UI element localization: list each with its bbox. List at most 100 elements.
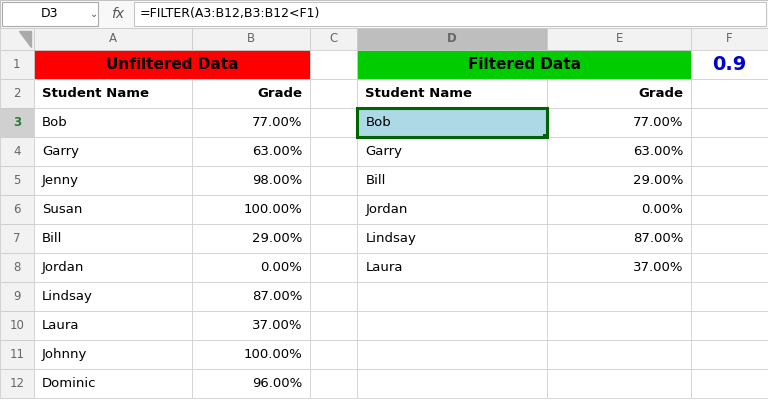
Text: 12: 12: [9, 377, 25, 390]
Bar: [691, 166, 768, 195]
Bar: [0, 50, 34, 79]
Text: Unfiltered Data: Unfiltered Data: [106, 57, 238, 72]
Bar: [0, 282, 34, 311]
Bar: [34, 340, 192, 369]
Bar: [547, 108, 691, 137]
Text: 2: 2: [13, 87, 21, 100]
Text: Student Name: Student Name: [41, 87, 149, 100]
Bar: [547, 79, 691, 108]
Bar: [34, 137, 192, 166]
Bar: [547, 311, 691, 340]
Bar: [0, 340, 34, 369]
Bar: [192, 369, 310, 398]
Bar: [547, 28, 691, 50]
Text: 87.00%: 87.00%: [633, 232, 684, 245]
Bar: [192, 340, 310, 369]
Bar: [547, 79, 691, 108]
Text: D3: D3: [41, 7, 58, 21]
Bar: [357, 28, 547, 50]
Text: Bob: Bob: [366, 116, 391, 129]
Bar: [0, 166, 34, 195]
Bar: [310, 50, 357, 79]
Bar: [357, 166, 547, 195]
Bar: [192, 253, 310, 282]
Text: 37.00%: 37.00%: [252, 319, 302, 332]
Text: Laura: Laura: [41, 319, 79, 332]
Text: Bill: Bill: [41, 232, 62, 245]
Bar: [0, 253, 34, 282]
Bar: [192, 79, 310, 108]
Bar: [34, 137, 192, 166]
Text: 5: 5: [13, 174, 21, 187]
Bar: [691, 282, 768, 311]
Bar: [310, 369, 357, 398]
Bar: [34, 50, 310, 79]
Bar: [357, 369, 547, 398]
Text: =FILTER(A3:B12,B3:B12<F1): =FILTER(A3:B12,B3:B12<F1): [140, 7, 320, 21]
Bar: [192, 224, 310, 253]
Bar: [192, 311, 310, 340]
Bar: [547, 166, 691, 195]
Bar: [691, 28, 768, 50]
Text: Lindsay: Lindsay: [41, 290, 93, 303]
Text: Grade: Grade: [257, 87, 302, 100]
Bar: [310, 340, 357, 369]
Bar: [34, 79, 192, 108]
Bar: [192, 195, 310, 224]
Bar: [192, 137, 310, 166]
Text: 29.00%: 29.00%: [633, 174, 684, 187]
Text: 0.00%: 0.00%: [641, 203, 684, 216]
Bar: [0, 79, 34, 108]
Bar: [310, 28, 357, 50]
Bar: [34, 166, 192, 195]
Bar: [192, 311, 310, 340]
Text: 100.00%: 100.00%: [243, 348, 302, 361]
Text: 10: 10: [9, 319, 25, 332]
Bar: [547, 253, 691, 282]
Bar: [192, 166, 310, 195]
Text: 9: 9: [13, 290, 21, 303]
Bar: [310, 79, 357, 108]
Bar: [357, 253, 547, 282]
Bar: [691, 108, 768, 137]
Bar: [691, 50, 768, 79]
Bar: [2, 2, 98, 26]
Bar: [357, 108, 547, 137]
Text: 87.00%: 87.00%: [252, 290, 302, 303]
Text: ⌄: ⌄: [90, 9, 98, 19]
Bar: [691, 253, 768, 282]
Text: Dominic: Dominic: [41, 377, 96, 390]
Bar: [34, 28, 192, 50]
Bar: [357, 166, 547, 195]
Bar: [34, 50, 192, 79]
Bar: [547, 166, 691, 195]
Bar: [0, 369, 34, 398]
Bar: [691, 369, 768, 398]
Bar: [547, 195, 691, 224]
Text: Bill: Bill: [366, 174, 386, 187]
Bar: [192, 166, 310, 195]
Text: Jordan: Jordan: [41, 261, 84, 274]
Bar: [34, 369, 192, 398]
Text: 37.00%: 37.00%: [633, 261, 684, 274]
Text: Garry: Garry: [41, 145, 79, 158]
Bar: [192, 224, 310, 253]
Bar: [310, 166, 357, 195]
Bar: [192, 282, 310, 311]
Bar: [544, 134, 548, 139]
Bar: [310, 224, 357, 253]
Bar: [357, 224, 547, 253]
Bar: [547, 369, 691, 398]
Text: Jordan: Jordan: [366, 203, 408, 216]
Bar: [0, 224, 34, 253]
Text: 96.00%: 96.00%: [252, 377, 302, 390]
Text: 7: 7: [13, 232, 21, 245]
Bar: [34, 253, 192, 282]
Bar: [192, 282, 310, 311]
Bar: [547, 137, 691, 166]
Bar: [310, 311, 357, 340]
Bar: [547, 224, 691, 253]
Bar: [192, 79, 310, 108]
Bar: [547, 195, 691, 224]
Bar: [192, 108, 310, 137]
